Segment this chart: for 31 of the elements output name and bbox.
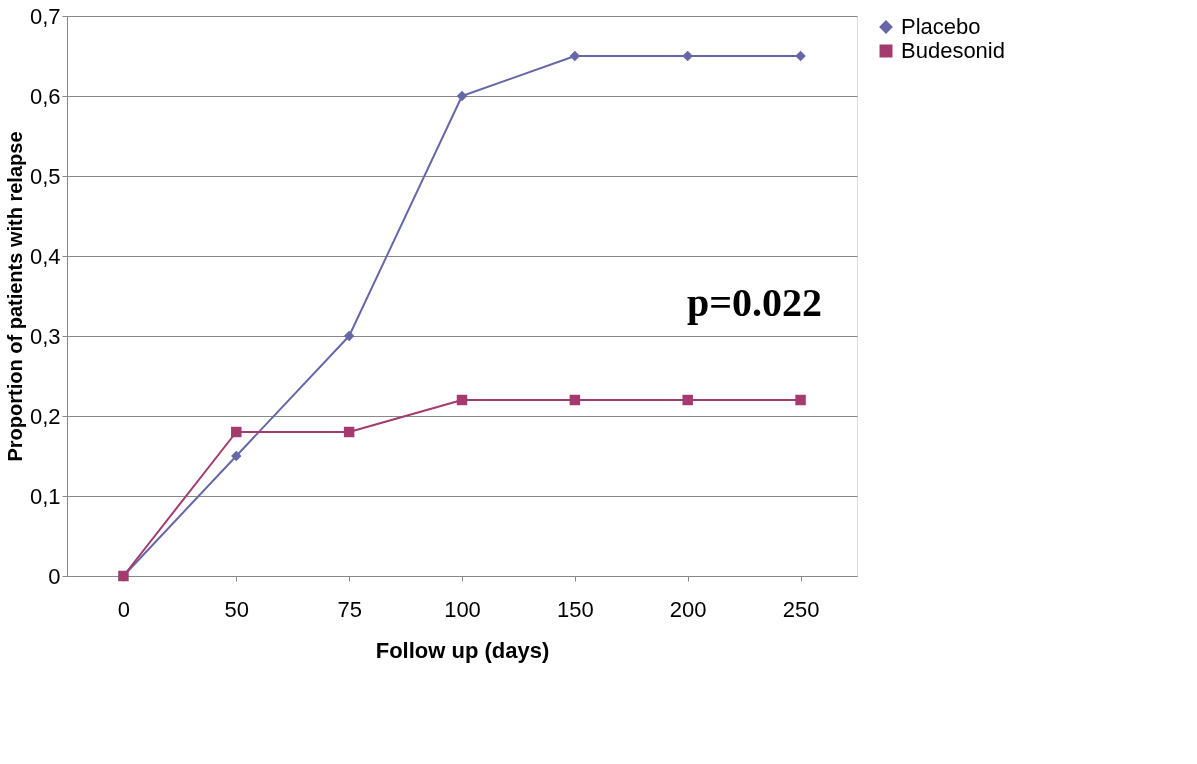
legend-label: Budesonid bbox=[901, 38, 1005, 63]
y-tick-label: 0,1 bbox=[29, 483, 61, 509]
x-tick-label: 200 bbox=[669, 596, 707, 622]
legend-label: Placebo bbox=[901, 14, 981, 39]
annotation: p=0.022 bbox=[686, 280, 822, 325]
point bbox=[456, 90, 468, 102]
point bbox=[569, 394, 581, 406]
x-tick-label: 50 bbox=[224, 596, 250, 622]
x-tick-label: 75 bbox=[337, 596, 362, 622]
y-axis-title: Proportion of patients with relapse bbox=[3, 131, 26, 462]
x-axis-title: Follow up (days) bbox=[375, 637, 550, 663]
point bbox=[682, 394, 693, 406]
x-tick-label: 0 bbox=[117, 596, 131, 622]
y-tick-label: 0,2 bbox=[29, 403, 61, 429]
y-tick-label: 0,6 bbox=[29, 83, 61, 109]
y-tick-label: 0,5 bbox=[29, 163, 61, 189]
point bbox=[795, 394, 806, 406]
point bbox=[343, 330, 355, 342]
x-tick-label: 100 bbox=[444, 596, 481, 622]
y-tick-label: 0,7 bbox=[29, 3, 61, 29]
y-tick-label: 0 bbox=[48, 563, 61, 589]
point bbox=[795, 50, 806, 62]
x-tick-label: 250 bbox=[782, 596, 820, 622]
point bbox=[231, 450, 242, 462]
x-tick-label: 150 bbox=[557, 596, 594, 622]
point bbox=[456, 394, 468, 406]
y-tick-label: 0,4 bbox=[29, 243, 61, 269]
point bbox=[682, 50, 693, 62]
y-tick-label: 0,3 bbox=[29, 323, 61, 349]
point bbox=[343, 426, 355, 438]
point bbox=[231, 426, 242, 438]
